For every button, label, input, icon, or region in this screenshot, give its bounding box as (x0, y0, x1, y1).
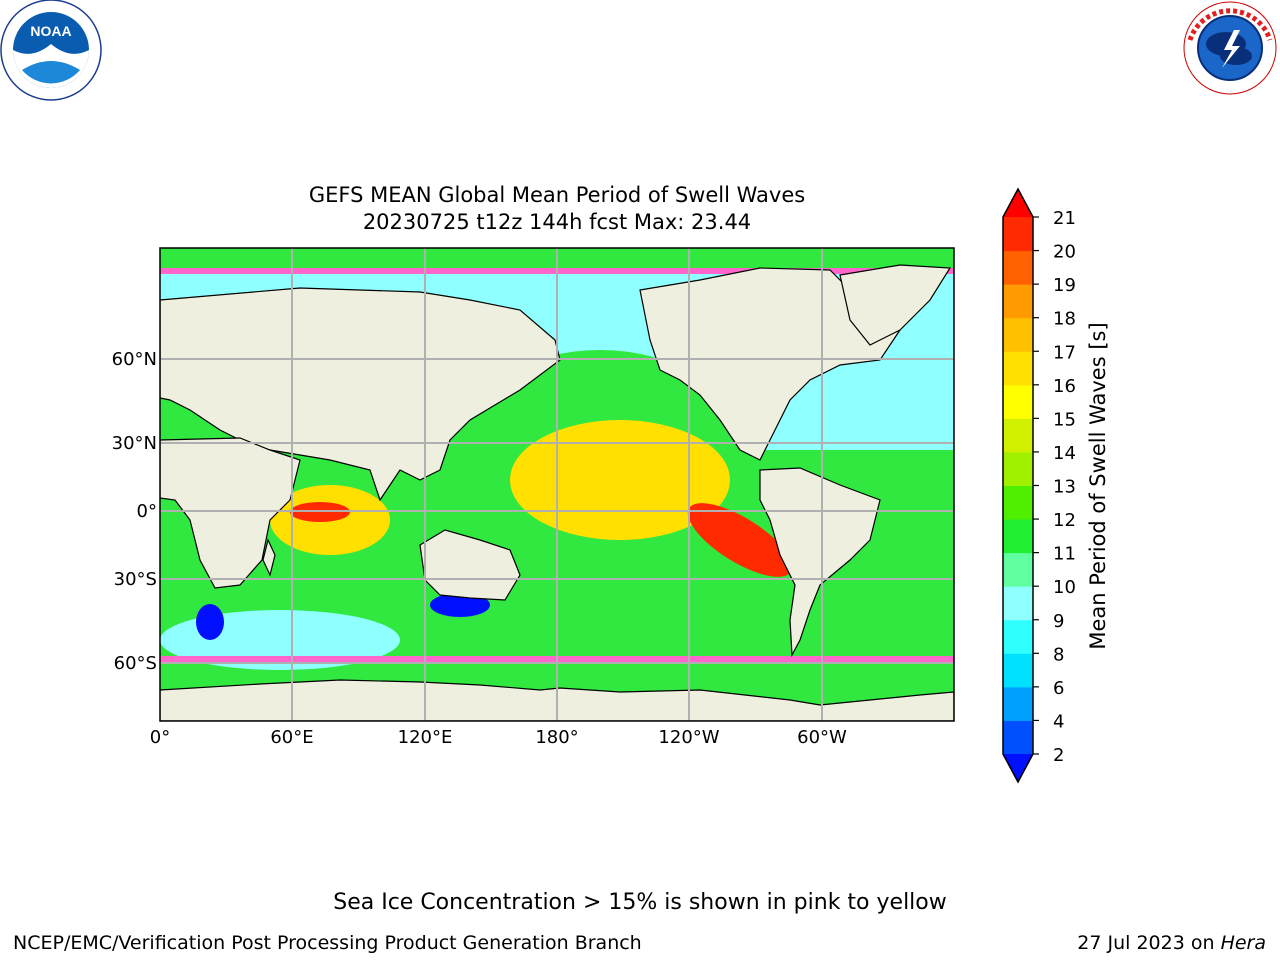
colorbar-tick-label: 16 (1053, 376, 1076, 397)
colorbar-segment (1003, 552, 1033, 587)
south-australia-blue (430, 593, 490, 617)
colorbar-segment (1003, 418, 1033, 453)
map-frame (159, 247, 955, 722)
colorbar-label: Mean Period of Swell Waves [s] (1086, 322, 1110, 649)
colorbar-tick-label: 8 (1053, 644, 1064, 665)
colorbar-tick-label: 14 (1053, 443, 1076, 464)
colorbar-tick-label: 21 (1053, 208, 1076, 229)
lon-label-180: 180° (535, 727, 578, 748)
colorbar-segment (1003, 686, 1033, 721)
land-north-america (639, 267, 901, 461)
colorbar-tick-label: 12 (1053, 510, 1076, 531)
chart-subtitle: 20230725 t12z 144h fcst Max: 23.44 (362, 210, 752, 234)
colorbar-segment (1003, 619, 1033, 654)
svg-text:NOAA: NOAA (30, 23, 71, 39)
colorbar-under-arrow (1003, 754, 1033, 782)
nws-logo (1183, 1, 1277, 95)
land-australia (419, 529, 521, 601)
sea-ice-note: Sea Ice Concentration > 15% is shown in … (333, 890, 947, 915)
colorbar-tick-label: 20 (1053, 242, 1076, 263)
colorbar-segment (1003, 586, 1033, 621)
colorbar-segment (1003, 384, 1033, 419)
south-pacific-red (687, 503, 793, 577)
lat-label-30s: 30°S (114, 569, 157, 590)
lat-label-60s: 60°S (114, 653, 157, 674)
colorbar-tick-label: 11 (1053, 544, 1076, 565)
colorbar-segment (1003, 519, 1033, 554)
lon-label-120e: 120°E (398, 727, 453, 748)
land-madagascar (262, 538, 276, 577)
lon-label-120w: 120°W (658, 727, 719, 748)
lat-label-60n: 60°N (112, 349, 157, 370)
lon-label-60w: 60°W (797, 727, 847, 748)
colorbar-tick-label: 9 (1053, 611, 1064, 632)
colorbar-segment (1003, 485, 1033, 520)
colorbar-segment (1003, 653, 1033, 688)
colorbar-tick-label: 13 (1053, 477, 1076, 498)
noaa-logo: NOAA (0, 0, 102, 101)
generation-date: 27 Jul 2023 on Hera (1077, 932, 1266, 954)
colorbar-segment (1003, 351, 1033, 386)
host-name: Hera (1220, 932, 1266, 954)
colorbar-over-arrow (1003, 189, 1033, 217)
land-south-america (759, 467, 881, 658)
land-africa (160, 437, 301, 589)
colorbar-segment (1003, 217, 1033, 252)
colorbar-tick-label: 15 (1053, 409, 1076, 430)
land-greenland (839, 264, 952, 346)
graticule (160, 248, 954, 721)
colorbar-tick-label: 17 (1053, 342, 1076, 363)
chart-title: GEFS MEAN Global Mean Period of Swell Wa… (308, 183, 806, 207)
colorbar-segment (1003, 317, 1033, 352)
lat-label-30n: 30°N (112, 433, 157, 454)
south-atlantic-blue (196, 604, 224, 640)
colorbar-segment (1003, 250, 1033, 285)
colorbar-tick-label: 6 (1053, 678, 1064, 699)
date-text: 27 Jul 2023 on (1077, 932, 1221, 954)
colorbar-tick-label: 18 (1053, 309, 1076, 330)
land-masses (160, 264, 954, 721)
map-plot-area (160, 248, 954, 721)
lat-label-0: 0° (137, 501, 157, 522)
lon-label-0: 0° (150, 727, 170, 748)
colorbar-segment (1003, 720, 1033, 755)
colorbar-tick-label: 4 (1053, 711, 1064, 732)
colorbar-segment (1003, 284, 1033, 319)
colorbar: 2 4 6 8 9 10 11 12 13 14 15 16 17 18 19 20 21 (1002, 187, 1076, 784)
credit-line: NCEP/EMC/Verification Post Processing Pr… (13, 932, 642, 954)
colorbar-tick-label: 10 (1053, 577, 1076, 598)
colorbar-segment (1003, 451, 1033, 486)
lon-label-60e: 60°E (270, 727, 313, 748)
colorbar-tick-label: 2 (1053, 745, 1064, 766)
colorbar-tick-label: 19 (1053, 275, 1076, 296)
